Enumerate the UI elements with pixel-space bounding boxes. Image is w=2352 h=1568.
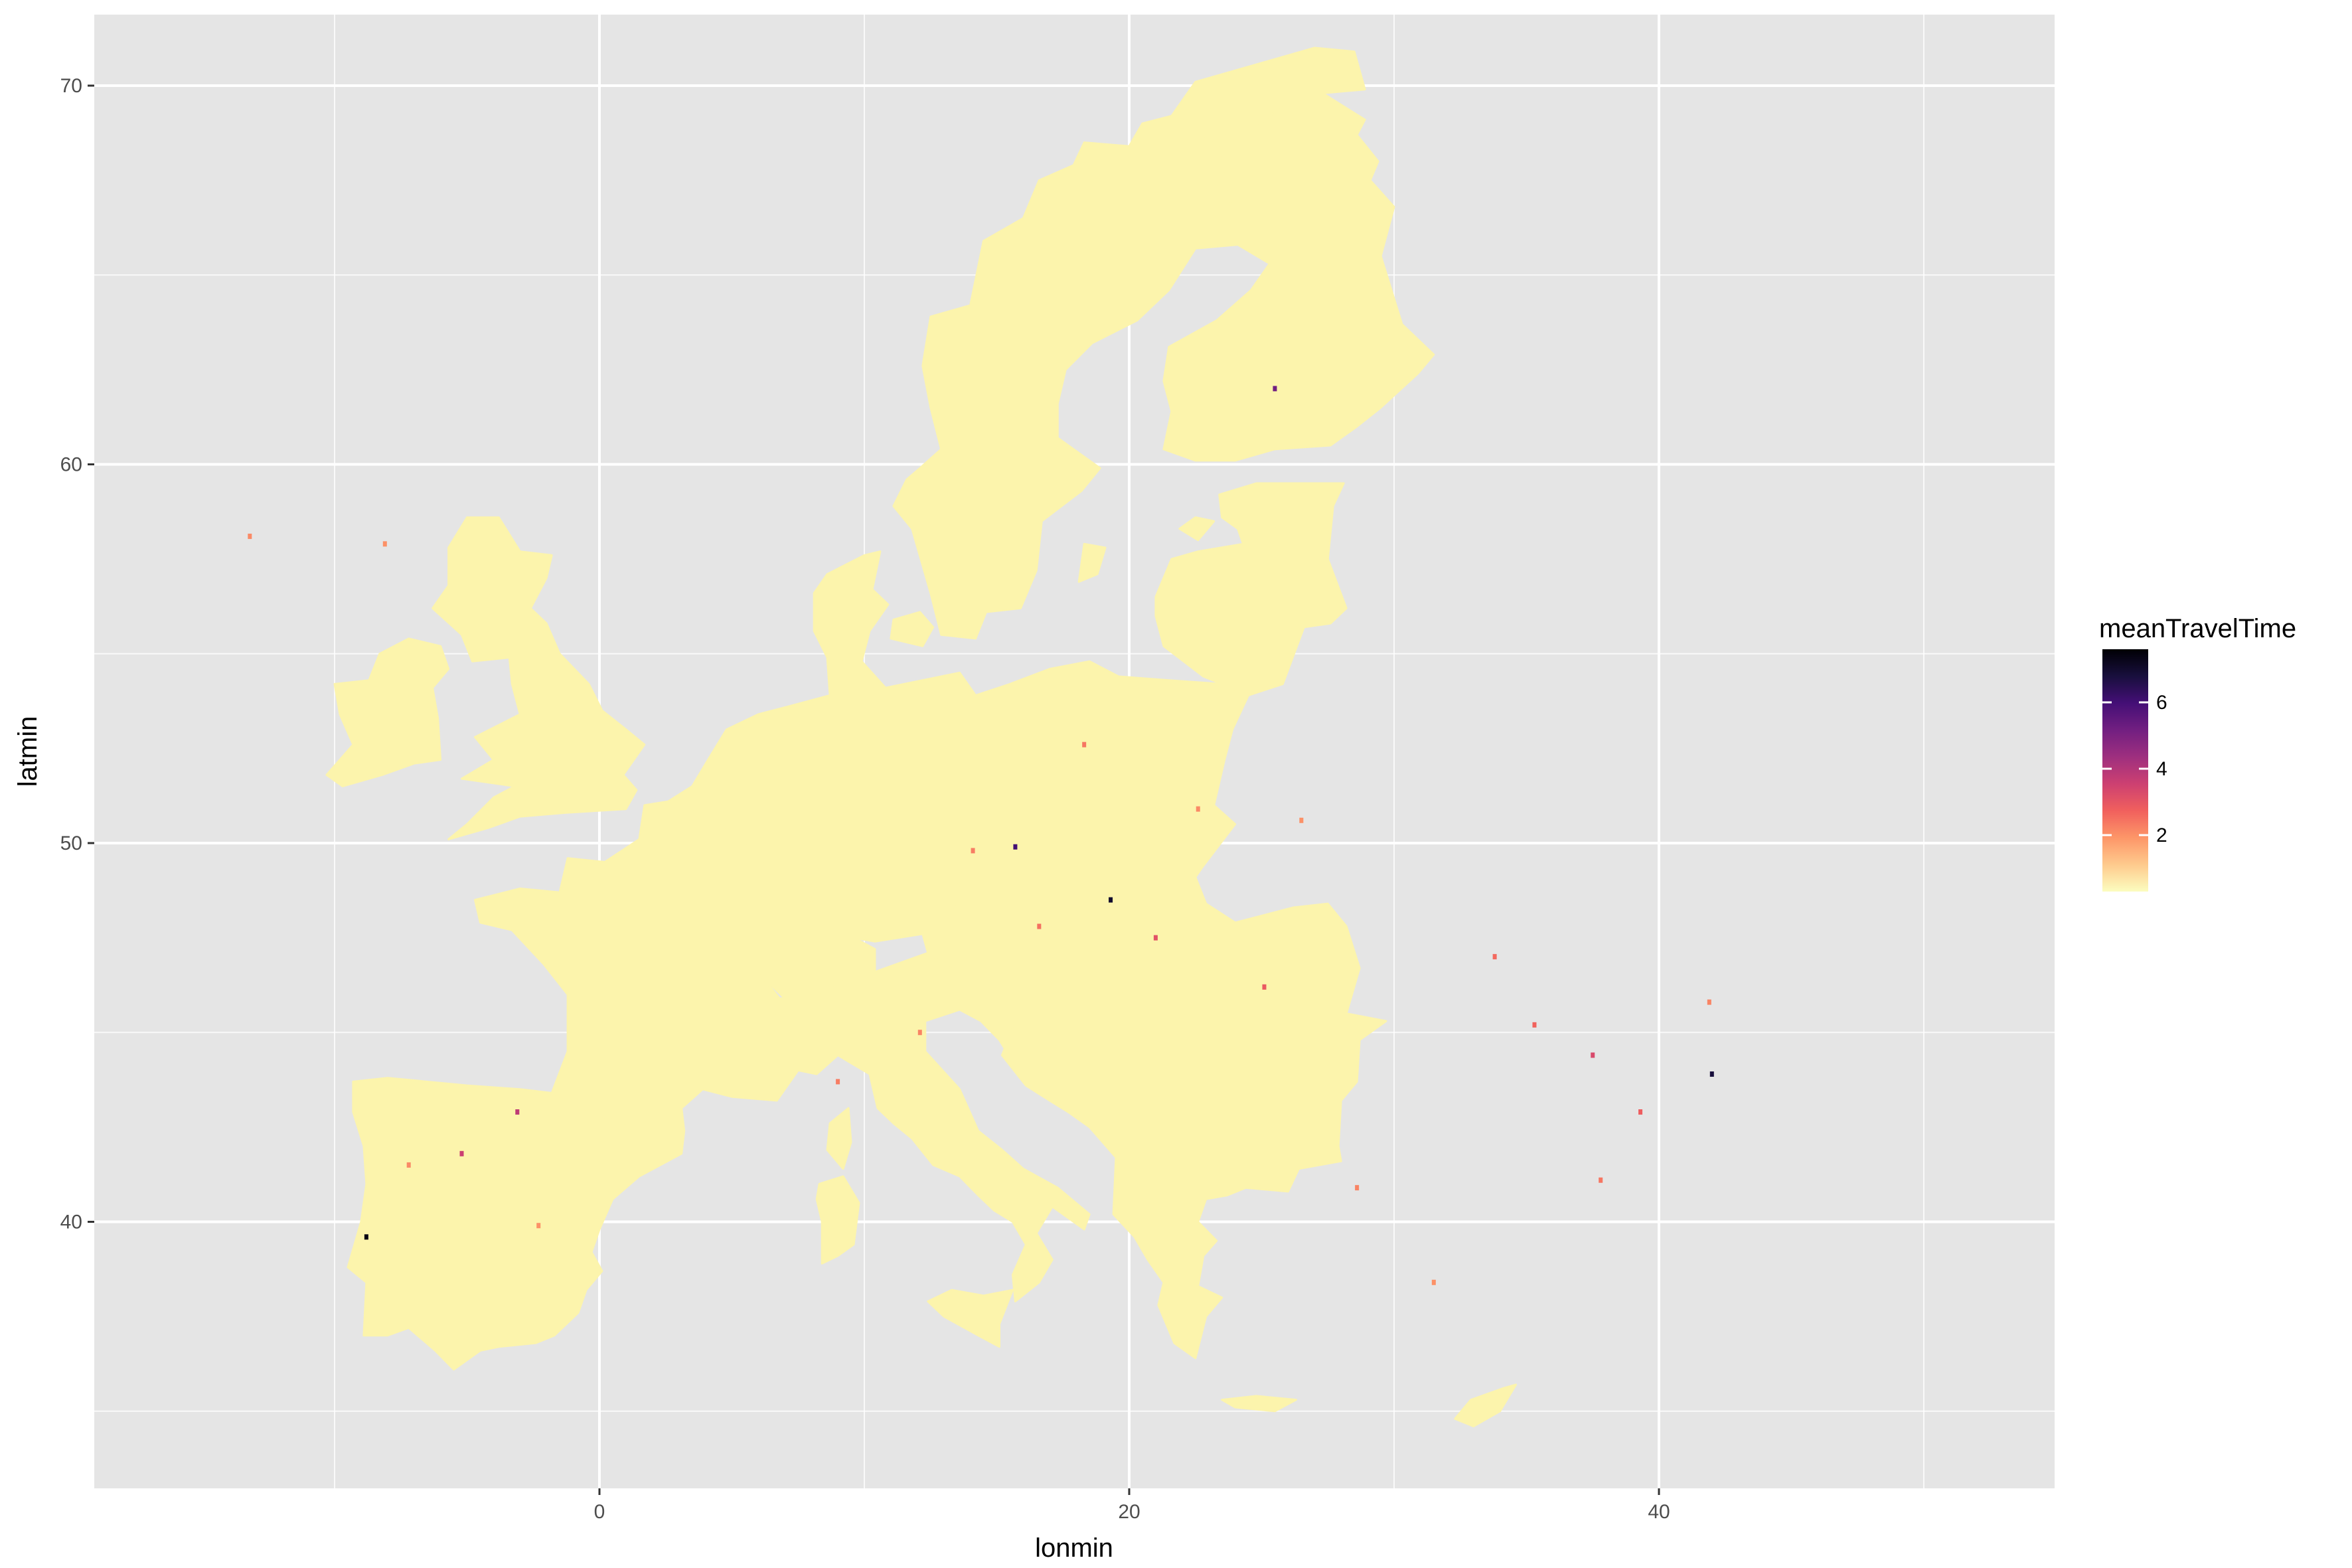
hotspot-cell bbox=[1273, 386, 1277, 392]
y-axis-title: latmin bbox=[13, 716, 42, 787]
land-region-corsica bbox=[826, 1107, 852, 1170]
hotspot-cell bbox=[1037, 923, 1042, 929]
hotspot-cell bbox=[1262, 984, 1267, 990]
hotspot-cell bbox=[1299, 817, 1304, 823]
hotspot-cell bbox=[1431, 1279, 1436, 1285]
hotspot-cell bbox=[382, 541, 387, 547]
legend-title: meanTravelTime bbox=[2099, 614, 2296, 643]
y-tick-label: 70 bbox=[60, 75, 82, 97]
land-region-crete bbox=[1221, 1395, 1297, 1413]
hotspot-cell bbox=[1599, 1177, 1603, 1183]
x-tick-label: 20 bbox=[1118, 1501, 1140, 1523]
hotspot-cell bbox=[1532, 1022, 1537, 1028]
color-legend: meanTravelTime 2 4 6 bbox=[2099, 614, 2296, 892]
hotspot-cell bbox=[248, 533, 252, 539]
hotspot-cell bbox=[1013, 844, 1018, 850]
land-region-cyprus bbox=[1454, 1383, 1517, 1428]
hotspot-cell bbox=[1492, 954, 1497, 960]
x-tick-label: 0 bbox=[594, 1501, 605, 1523]
land-region-ireland bbox=[325, 637, 450, 787]
land-region-baltics bbox=[1154, 482, 1348, 696]
land-region-sweden bbox=[892, 122, 1239, 640]
x-axis: 0 20 40 bbox=[594, 1488, 1670, 1523]
hotspot-cell bbox=[364, 1234, 368, 1240]
hotspot-cell bbox=[536, 1223, 541, 1229]
land-region-great-britain bbox=[431, 516, 646, 840]
hotspot-cell bbox=[1707, 999, 1711, 1005]
land-region-balkans-romania bbox=[1001, 902, 1387, 1360]
legend-tick-label: 6 bbox=[2156, 692, 2167, 714]
y-tick-label: 40 bbox=[60, 1212, 82, 1233]
hotspot-cell bbox=[406, 1162, 411, 1168]
y-tick-label: 50 bbox=[60, 832, 82, 854]
x-tick-label: 40 bbox=[1648, 1501, 1670, 1523]
land-region-sicily bbox=[927, 1289, 1014, 1348]
land-region-finland bbox=[1141, 92, 1435, 462]
land-region-italy bbox=[773, 951, 1091, 1302]
legend-tick-label: 4 bbox=[2156, 758, 2167, 780]
land-region-saaremaa bbox=[1178, 516, 1215, 542]
land-raster bbox=[325, 46, 1517, 1428]
hotspot-cell bbox=[1709, 1071, 1714, 1077]
hotspot-cell bbox=[1591, 1052, 1595, 1058]
hotspot-cell bbox=[1153, 935, 1158, 941]
hotspot-cell bbox=[515, 1109, 520, 1115]
legend-ticks: 2 4 6 bbox=[2102, 692, 2167, 846]
land-region-zealand bbox=[890, 611, 935, 647]
hotspot-cell bbox=[836, 1079, 840, 1085]
legend-colorbar bbox=[2102, 649, 2148, 892]
hotspot-cell bbox=[1638, 1109, 1643, 1115]
land-region-norway-sliver bbox=[1170, 46, 1366, 136]
land-region-jutland bbox=[813, 550, 890, 663]
hotspot-cell bbox=[459, 1150, 464, 1156]
hotspot-cell bbox=[1109, 897, 1113, 903]
land-region-gotland bbox=[1077, 542, 1107, 583]
x-axis-title: lonmin bbox=[1035, 1533, 1113, 1563]
hotspot-cell bbox=[1196, 806, 1200, 812]
legend-tick-label: 2 bbox=[2156, 824, 2167, 846]
hotspot-cell bbox=[917, 1030, 922, 1036]
hotspot-cell bbox=[971, 848, 975, 854]
hotspot-cell bbox=[1355, 1185, 1360, 1191]
hotspot-cell bbox=[1082, 742, 1087, 747]
y-axis: 40 50 60 70 bbox=[60, 75, 94, 1233]
travel-time-hotspots bbox=[248, 386, 1714, 1285]
y-tick-label: 60 bbox=[60, 454, 82, 476]
land-region-sardinia bbox=[815, 1175, 860, 1265]
